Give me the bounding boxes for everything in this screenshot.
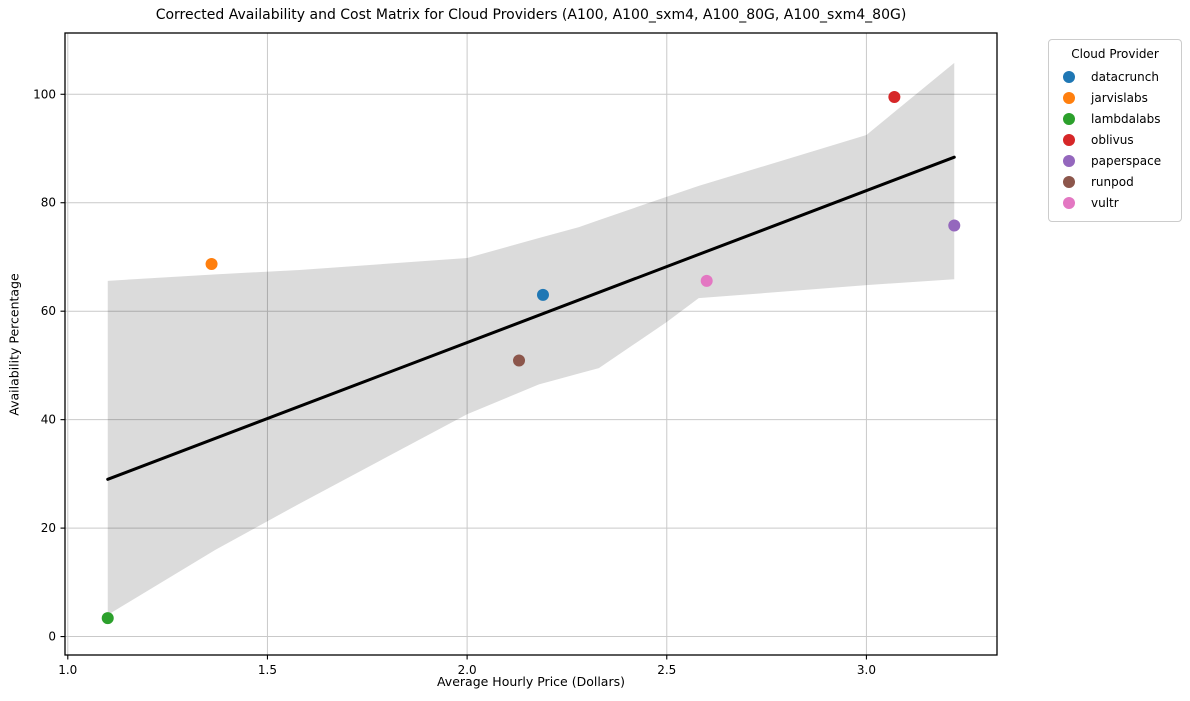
legend: Cloud Provider datacrunch jarvislabs lambd… [1048, 39, 1182, 222]
y-tick-label: 60 [41, 304, 56, 318]
x-tick-label: 1.0 [58, 663, 77, 677]
legend-item-jarvislabs: jarvislabs [1059, 87, 1171, 108]
x-axis-label: Average Hourly Price (Dollars) [436, 674, 625, 689]
legend-swatch-oblivus [1063, 133, 1075, 146]
legend-label-vultr: vultr [1091, 195, 1119, 210]
legend-label-lambdalabs: lambdalabs [1091, 111, 1161, 126]
x-tick-label: 2.5 [657, 663, 676, 677]
scatter-point-lambdalabs [101, 612, 114, 625]
scatter-point-oblivus [888, 90, 901, 103]
legend-item-vultr: vultr [1059, 192, 1171, 213]
legend-label-jarvislabs: jarvislabs [1091, 90, 1148, 105]
y-tick-label: 40 [41, 413, 56, 427]
plot-frame [64, 32, 998, 656]
regression-line [106, 155, 956, 481]
legend-title: Cloud Provider [1071, 47, 1159, 61]
x-tick-label: 2.0 [458, 663, 477, 677]
legend-label-runpod: runpod [1091, 174, 1134, 189]
scatter-point-paperspace [948, 219, 961, 232]
legend-item-runpod: runpod [1059, 171, 1171, 192]
scatter-point-vultr [700, 274, 713, 287]
y-axis-label: Availability Percentage [6, 273, 22, 416]
y-tick-label: 80 [41, 196, 56, 210]
legend-item-lambdalabs: lambdalabs [1059, 108, 1171, 129]
legend-label-oblivus: oblivus [1091, 132, 1134, 147]
x-tick-label: 1.5 [258, 663, 277, 677]
legend-item-oblivus: oblivus [1059, 129, 1171, 150]
confidence-band [107, 62, 955, 615]
legend-items: datacrunch jarvislabs lambdalabs oblivus pap… [1059, 66, 1171, 213]
legend-swatch-paperspace [1063, 154, 1075, 167]
legend-swatch-jarvislabs [1063, 91, 1075, 104]
legend-swatch-runpod [1063, 175, 1075, 188]
legend-swatch-lambdalabs [1063, 112, 1075, 125]
legend-item-paperspace: paperspace [1059, 150, 1171, 171]
legend-label-paperspace: paperspace [1091, 153, 1162, 168]
y-tick-label: 100 [33, 87, 56, 101]
chart-title: Corrected Availability and Cost Matrix f… [155, 7, 907, 23]
legend-item-datacrunch: datacrunch [1059, 66, 1171, 87]
scatter-point-jarvislabs [205, 258, 218, 271]
scatter-point-runpod [513, 354, 526, 367]
x-tick-label: 3.0 [857, 663, 876, 677]
scatter-point-datacrunch [536, 288, 549, 301]
y-tick-label: 20 [41, 521, 56, 535]
legend-swatch-datacrunch [1063, 70, 1075, 83]
y-tick-label: 0 [48, 630, 56, 644]
legend-swatch-vultr [1063, 196, 1075, 209]
legend-label-datacrunch: datacrunch [1091, 69, 1159, 84]
